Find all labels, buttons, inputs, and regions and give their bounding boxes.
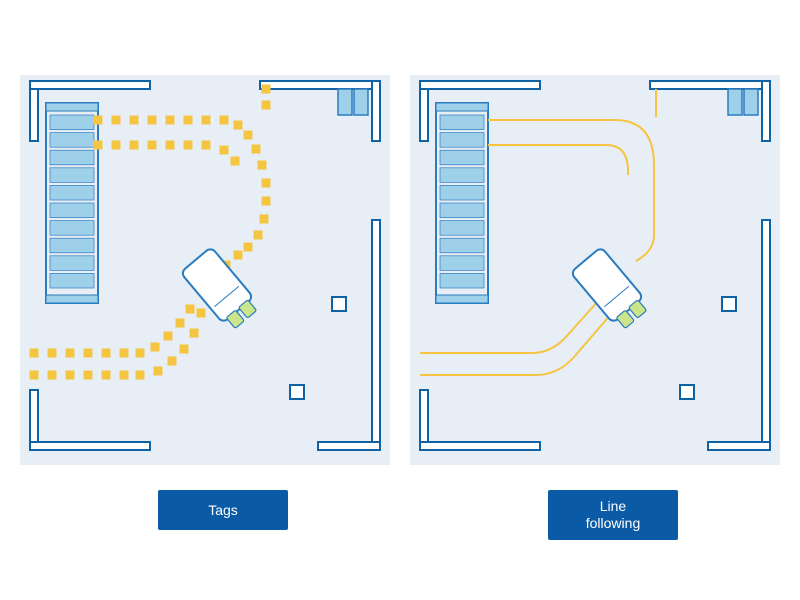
floor-tag xyxy=(148,116,157,125)
floor-tag xyxy=(48,371,57,380)
wall xyxy=(372,220,380,450)
panel-tags xyxy=(20,75,390,465)
floorplan-line-following xyxy=(410,75,780,465)
label-tags: Tags xyxy=(158,490,288,530)
floor-tag xyxy=(148,141,157,150)
floor-tag xyxy=(94,141,103,150)
wall xyxy=(30,81,150,89)
floor-tag xyxy=(154,367,163,376)
floor-tag xyxy=(202,141,211,150)
floor-tag xyxy=(166,141,175,150)
wall xyxy=(762,81,770,141)
door-panel xyxy=(728,89,742,115)
floor-tag xyxy=(120,371,129,380)
floor-tag xyxy=(94,116,103,125)
floor-tag xyxy=(102,349,111,358)
floor-tag xyxy=(168,357,177,366)
diagram-canvas: Tags Line following xyxy=(0,0,800,600)
floor-tag xyxy=(102,371,111,380)
door-panel xyxy=(338,89,352,115)
floor-tag xyxy=(176,319,185,328)
wall xyxy=(708,442,770,450)
floor-tag xyxy=(180,345,189,354)
floor-tag xyxy=(254,231,263,240)
floor-tag xyxy=(262,197,271,206)
floorplan-tags xyxy=(20,75,390,465)
floor-tag xyxy=(84,349,93,358)
floor-tag xyxy=(220,146,229,155)
floor-tag xyxy=(186,305,195,314)
floor-tag xyxy=(130,141,139,150)
floor-tag xyxy=(151,343,160,352)
floor-tag xyxy=(112,116,121,125)
floor-tag xyxy=(234,121,243,130)
floor-tag xyxy=(258,161,267,170)
wall xyxy=(650,81,770,89)
obstacle xyxy=(332,297,346,311)
panel-line-following xyxy=(410,75,780,465)
floor-tag xyxy=(136,349,145,358)
floor-tag xyxy=(260,215,269,224)
floor-tag xyxy=(164,332,173,341)
floor-tag xyxy=(252,145,261,154)
floor-tag xyxy=(166,116,175,125)
floor-tag xyxy=(136,371,145,380)
floor-tag xyxy=(244,131,253,140)
wall xyxy=(420,81,540,89)
floor-tag xyxy=(234,251,243,260)
floor-tag xyxy=(66,349,75,358)
floor-tag xyxy=(130,116,139,125)
floor-tag xyxy=(244,243,253,252)
floor-tag xyxy=(66,371,75,380)
floor-tag xyxy=(197,309,206,318)
label-line-following: Line following xyxy=(548,490,678,540)
door-panel xyxy=(354,89,368,115)
wall xyxy=(372,81,380,141)
wall xyxy=(30,442,150,450)
wall xyxy=(420,442,540,450)
floor-tag xyxy=(262,85,271,94)
floor-tag xyxy=(190,329,199,338)
floor-tag xyxy=(48,349,57,358)
floor-tag xyxy=(84,371,93,380)
obstacle xyxy=(290,385,304,399)
floor-tag xyxy=(262,101,271,110)
wall xyxy=(260,81,380,89)
door-panel xyxy=(744,89,758,115)
floor-tag xyxy=(262,179,271,188)
floor-tag xyxy=(30,371,39,380)
floor-tag xyxy=(30,349,39,358)
wall xyxy=(318,442,380,450)
wall xyxy=(762,220,770,450)
floor-tag xyxy=(184,141,193,150)
obstacle xyxy=(722,297,736,311)
floor-tag xyxy=(112,141,121,150)
floor-tag xyxy=(184,116,193,125)
floor-tag xyxy=(120,349,129,358)
floor-tag xyxy=(202,116,211,125)
floor-tag xyxy=(231,157,240,166)
obstacle xyxy=(680,385,694,399)
floor-tag xyxy=(220,116,229,125)
